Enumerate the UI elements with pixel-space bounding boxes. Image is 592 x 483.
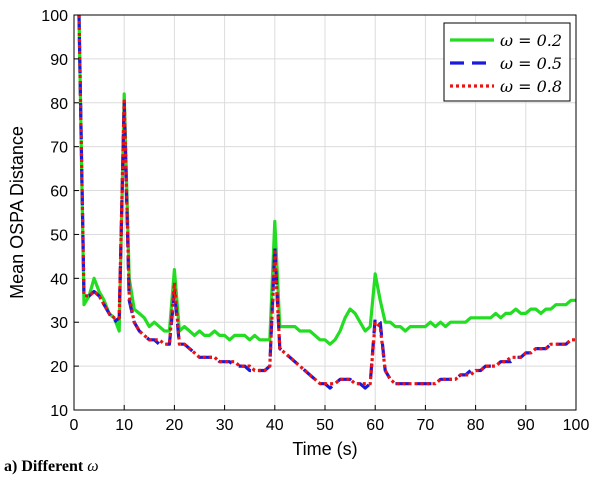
x-tick-label: 10 [115,417,133,434]
axis-ticks: 0 10 20 30 40 50 60 70 80 90 100102030405060708090… [41,8,589,434]
legend-label-1: ω = 0.2 [500,31,562,50]
caption-symbol: ω [87,458,99,475]
x-tick-label: 30 [216,417,234,434]
x-tick-label: 70 [417,417,435,434]
y-tick-label: 60 [50,184,68,201]
y-axis-label: Mean OSPA Distance [7,126,27,299]
y-tick-label: 20 [50,359,68,376]
x-tick-label: 20 [166,417,184,434]
series-lines [77,14,576,390]
series-line-3 [77,14,576,386]
x-tick-label: 0 [70,417,79,434]
legend-label-3: ω = 0.8 [500,77,562,96]
series-line-1 [77,14,576,346]
legend-label-2: ω = 0.5 [500,54,562,73]
x-tick-label: 40 [266,417,284,434]
series-line-2 [77,14,576,390]
legend: ω = 0.2 ω = 0.5 ω = 0.8 [443,22,571,102]
x-tick-label: 50 [316,417,334,434]
x-tick-label: 80 [467,417,485,434]
x-tick-label: 100 [563,417,590,434]
y-tick-label: 10 [50,403,68,420]
x-tick-label: 60 [366,417,384,434]
figure-caption: a) Different ω [4,458,99,476]
x-tick-label: 90 [517,417,535,434]
y-tick-label: 100 [41,8,68,25]
y-tick-label: 30 [50,315,68,332]
y-tick-label: 70 [50,140,68,157]
x-axis-label: Time (s) [292,439,357,459]
legend-box [443,22,571,102]
y-tick-label: 80 [50,96,68,113]
y-tick-label: 90 [50,52,68,69]
y-tick-label: 40 [50,271,68,288]
y-tick-label: 50 [50,227,68,244]
caption-prefix: a) Different [4,458,84,475]
